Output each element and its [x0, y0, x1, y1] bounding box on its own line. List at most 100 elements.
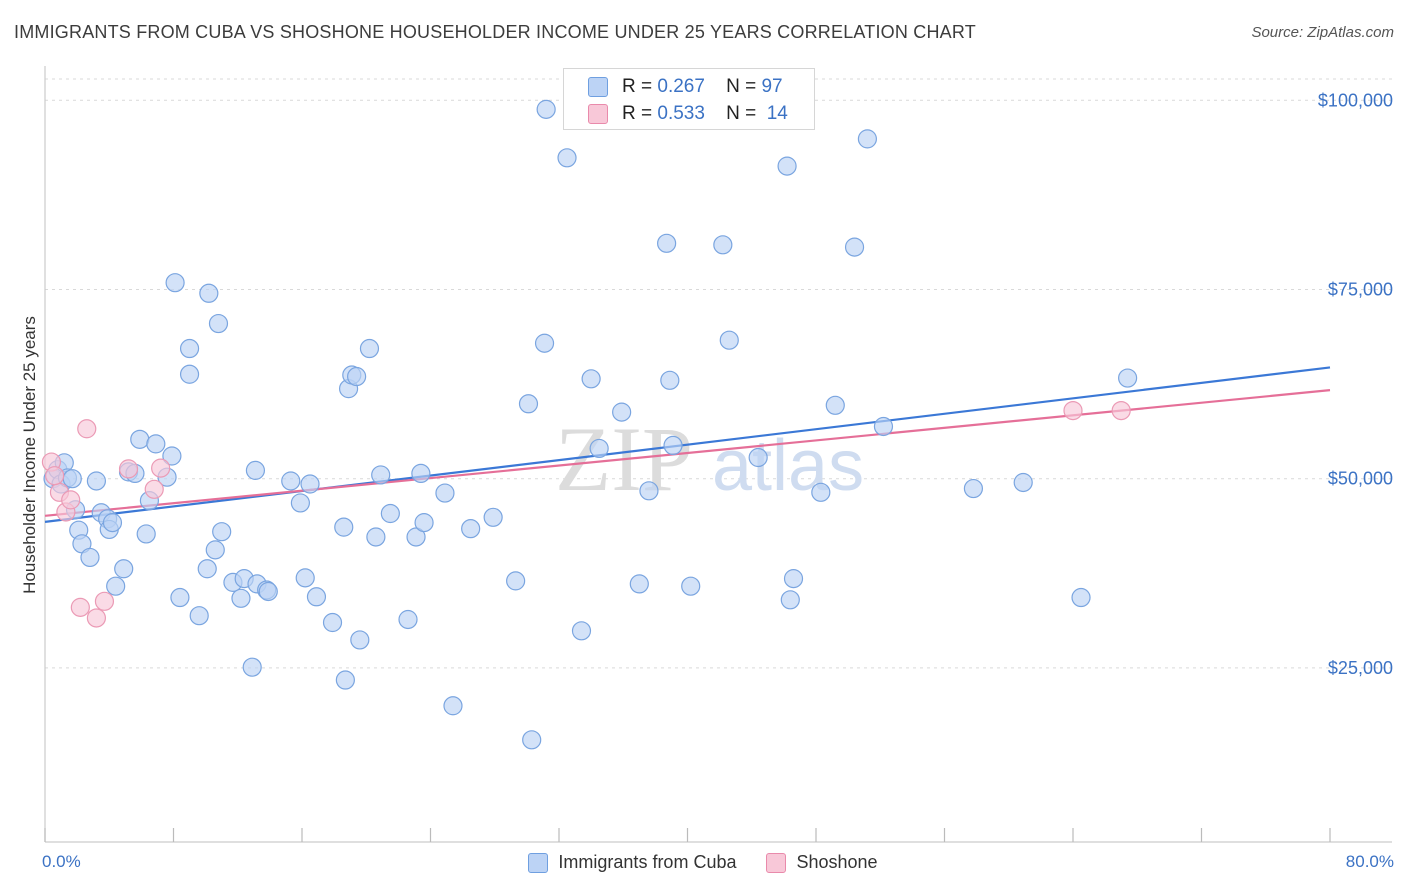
shoshone-point: [77, 419, 97, 439]
x-axis-max-label: 80.0%: [1345, 852, 1394, 871]
bottom-legend: Immigrants from Cuba Shoshone: [0, 852, 1406, 873]
cuba-point: [857, 129, 878, 149]
cuba-point: [347, 366, 367, 387]
cuba-point: [205, 540, 225, 560]
cuba-point: [189, 606, 209, 626]
data-points: [41, 99, 1138, 750]
cuba-point: [102, 513, 123, 533]
shoshone-point: [61, 490, 81, 510]
cuba-point: [483, 507, 503, 527]
source-credit: Source: ZipAtlas.com: [1251, 24, 1394, 41]
cuba-point: [136, 524, 156, 544]
cuba-point: [534, 333, 555, 353]
cuba-point: [663, 435, 683, 456]
shoshone-point: [118, 459, 139, 479]
y-tick-label: $25,000: [1328, 658, 1393, 678]
cuba-point: [780, 590, 800, 610]
shoshone-point: [1063, 400, 1083, 421]
legend-swatch-cuba: [528, 852, 549, 873]
cuba-point: [208, 313, 229, 334]
cuba-point: [522, 730, 542, 750]
shoshone-point: [151, 458, 171, 478]
axes: [44, 66, 1392, 843]
shoshone-point: [1111, 400, 1131, 421]
cuba-point: [461, 519, 481, 539]
cuba-point: [170, 587, 190, 608]
cuba-point: [557, 148, 577, 168]
cuba-point: [62, 469, 82, 489]
cuba-point: [359, 338, 380, 359]
legend-label-cuba: Immigrants from Cuba: [558, 852, 737, 872]
legend-swatch-shoshone: [766, 852, 787, 873]
stats-row-cuba: R = 0.267 N = 97: [588, 75, 783, 99]
cuba-point: [290, 493, 310, 513]
cuba-point: [777, 156, 797, 176]
cuba-point: [380, 503, 400, 524]
cuba-point: [406, 527, 426, 547]
cuba-point: [114, 559, 134, 579]
cuba-point: [245, 460, 266, 480]
cuba-point: [536, 99, 556, 119]
cuba-point: [414, 513, 434, 533]
n-value: 14: [766, 103, 788, 124]
cuba-point: [581, 369, 601, 389]
y-tick-label: $50,000: [1328, 469, 1393, 489]
legend-item-cuba: Immigrants from Cuba: [528, 852, 736, 873]
cuba-point: [612, 402, 632, 422]
y-tick-label: $75,000: [1328, 279, 1393, 299]
r-value: 0.533: [657, 103, 705, 124]
trend-line-cuba: [44, 366, 1331, 523]
cuba-point: [179, 364, 200, 384]
r-label: R =: [622, 76, 653, 97]
cuba-point: [639, 481, 659, 501]
r-label: R =: [622, 103, 653, 124]
cuba-point: [506, 571, 526, 591]
y-tick-label: $100,000: [1318, 90, 1393, 110]
shoshone-point: [45, 466, 65, 486]
cuba-point: [199, 283, 219, 303]
cuba-point: [212, 522, 232, 542]
stats-legend: R = 0.267 N = 97 R = 0.533 N = 14: [563, 68, 815, 130]
cuba-point: [197, 559, 217, 579]
cuba-point: [281, 471, 301, 491]
cuba-point: [322, 612, 343, 633]
shoshone-point: [70, 597, 90, 617]
shoshone-swatch: [588, 104, 608, 124]
n-label: N =: [726, 76, 757, 97]
cuba-point: [1118, 368, 1138, 388]
cuba-point: [80, 547, 100, 568]
legend-label-shoshone: Shoshone: [796, 852, 878, 872]
r-value: 0.267: [657, 76, 705, 97]
cuba-point: [571, 621, 592, 641]
x-axis-min-label: 0.0%: [42, 852, 81, 871]
shoshone-point: [144, 479, 164, 499]
cuba-point: [589, 438, 609, 459]
cuba-swatch: [588, 77, 608, 97]
cuba-point: [130, 429, 150, 449]
cuba-point: [86, 471, 107, 491]
cuba-point: [660, 370, 680, 390]
cuba-point: [162, 446, 182, 466]
cuba-point: [963, 478, 984, 499]
cuba-point: [106, 576, 126, 596]
cuba-point: [748, 447, 768, 468]
cuba-point: [335, 670, 355, 690]
cuba-point: [146, 434, 166, 454]
y-tick-labels: $25,000 $50,000 $75,000 $100,000: [1318, 90, 1393, 678]
cuba-point: [350, 630, 370, 650]
cuba-point: [242, 657, 262, 677]
cuba-point: [179, 338, 200, 359]
legend-item-shoshone: Shoshone: [766, 852, 878, 873]
cuba-point: [306, 587, 327, 607]
cuba-point: [873, 416, 894, 437]
cuba-point: [258, 581, 278, 602]
cuba-point: [334, 517, 354, 537]
cuba-point: [300, 474, 320, 494]
n-value: 97: [761, 76, 783, 97]
cuba-point: [719, 330, 739, 350]
n-label: N =: [726, 103, 757, 124]
cuba-point: [783, 569, 804, 589]
cuba-point: [1071, 587, 1091, 608]
cuba-point: [435, 483, 455, 503]
